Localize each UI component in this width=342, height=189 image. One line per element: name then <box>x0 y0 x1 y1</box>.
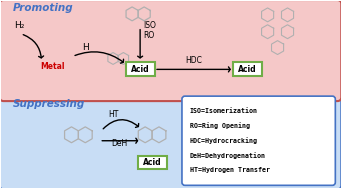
FancyBboxPatch shape <box>137 156 167 170</box>
Text: Acid: Acid <box>238 65 257 74</box>
Text: ISO
RO: ISO RO <box>143 21 156 40</box>
Text: HDC=Hydrocracking: HDC=Hydrocracking <box>190 137 258 144</box>
FancyBboxPatch shape <box>126 62 155 76</box>
Text: ISO=Isomerization: ISO=Isomerization <box>190 108 258 114</box>
Text: RO=Ring Opening: RO=Ring Opening <box>190 122 250 129</box>
Text: H₂: H₂ <box>14 21 24 30</box>
FancyBboxPatch shape <box>0 0 341 101</box>
FancyBboxPatch shape <box>182 96 335 185</box>
FancyBboxPatch shape <box>233 62 262 76</box>
Text: Promoting: Promoting <box>13 3 73 13</box>
Text: HDC: HDC <box>185 56 202 65</box>
Text: HT=Hydrogen Transfer: HT=Hydrogen Transfer <box>190 167 270 174</box>
Text: Acid: Acid <box>143 158 161 167</box>
Text: HT: HT <box>108 110 119 119</box>
Text: Metal: Metal <box>40 62 65 71</box>
Text: DeH=Dehydrogenation: DeH=Dehydrogenation <box>190 152 266 159</box>
Text: DeH: DeH <box>111 139 128 148</box>
Text: Suppressing: Suppressing <box>13 99 85 109</box>
Text: H: H <box>82 43 89 52</box>
FancyBboxPatch shape <box>0 94 341 189</box>
Text: Acid: Acid <box>131 65 149 74</box>
